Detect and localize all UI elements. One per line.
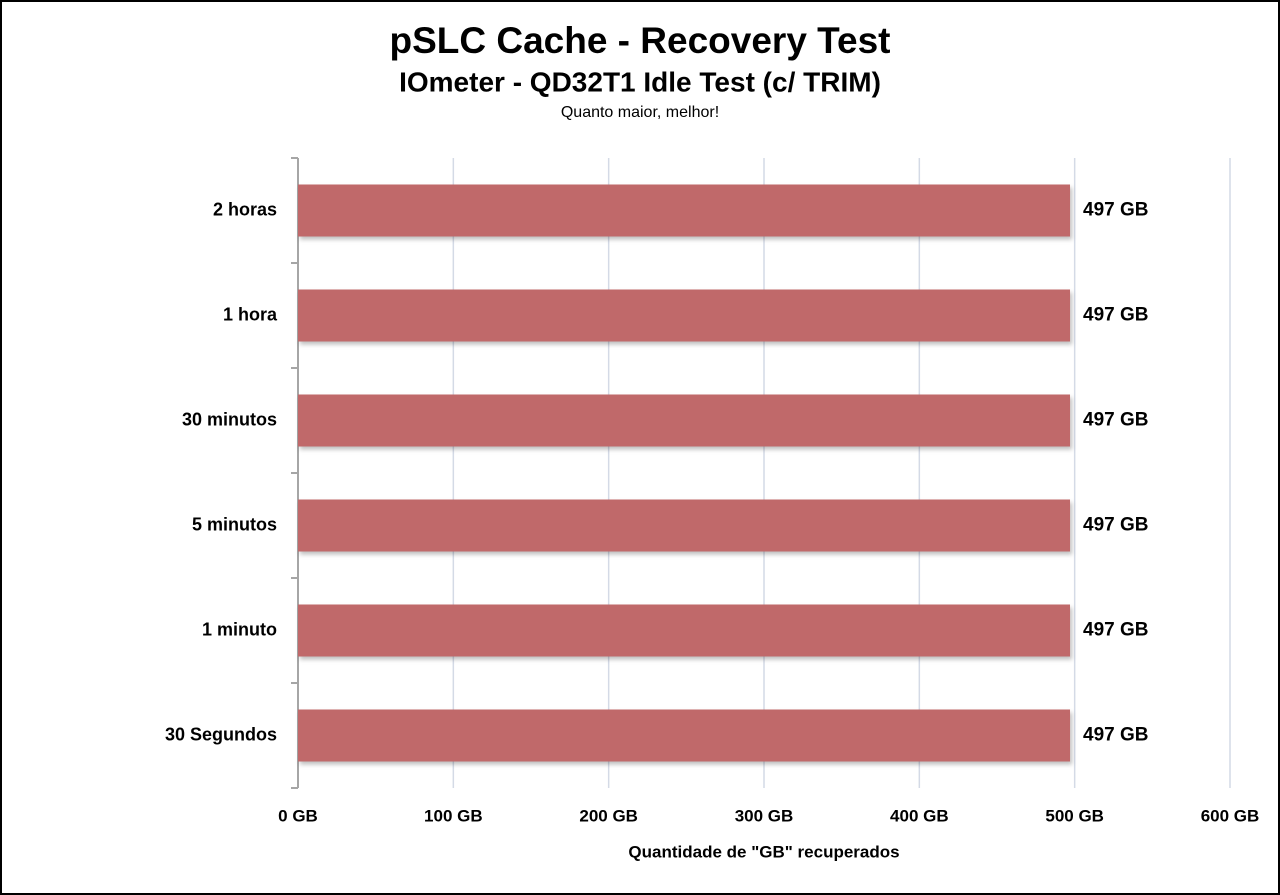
value-label: 497 GB	[1083, 410, 1148, 431]
y-tick-label: 30 Segundos	[165, 724, 277, 744]
chart-subtitle: IOmeter - QD32T1 Idle Test (c/ TRIM)	[399, 66, 881, 97]
y-tick-label: 5 minutos	[192, 514, 277, 534]
chart-note: Quanto maior, melhor!	[561, 104, 719, 121]
value-label: 497 GB	[1083, 515, 1148, 536]
value-label: 497 GB	[1083, 305, 1148, 326]
bar	[298, 499, 1071, 552]
y-tick-label: 2 horas	[213, 199, 277, 219]
x-tick-label: 400 GB	[890, 806, 949, 825]
x-tick-label: 500 GB	[1045, 806, 1104, 825]
value-label: 497 GB	[1083, 725, 1148, 746]
bar	[298, 604, 1071, 657]
x-axis-title: Quantidade de "GB" recuperados	[628, 842, 899, 861]
x-tick-label: 600 GB	[1201, 806, 1260, 825]
x-tick-label: 0 GB	[278, 806, 318, 825]
x-tick-label: 200 GB	[579, 806, 638, 825]
y-tick-label: 30 minutos	[182, 409, 277, 429]
bar	[298, 709, 1071, 762]
chart-title: pSLC Cache - Recovery Test	[389, 20, 890, 61]
bar	[298, 289, 1071, 342]
y-tick-label: 1 hora	[223, 304, 278, 324]
y-tick-label: 1 minuto	[202, 619, 277, 639]
value-label: 497 GB	[1083, 620, 1148, 641]
x-tick-label: 300 GB	[735, 806, 794, 825]
x-tick-label: 100 GB	[424, 806, 483, 825]
bar	[298, 394, 1071, 447]
bar	[298, 184, 1071, 237]
value-label: 497 GB	[1083, 200, 1148, 221]
